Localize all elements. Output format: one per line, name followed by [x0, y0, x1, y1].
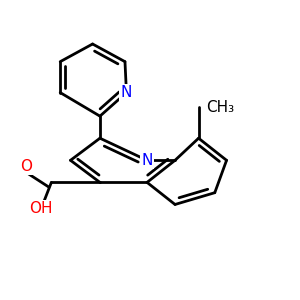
Text: CH₃: CH₃: [206, 100, 234, 115]
Text: N: N: [121, 85, 132, 100]
Text: O: O: [20, 159, 32, 174]
Text: OH: OH: [29, 201, 53, 216]
Text: N: N: [141, 153, 153, 168]
